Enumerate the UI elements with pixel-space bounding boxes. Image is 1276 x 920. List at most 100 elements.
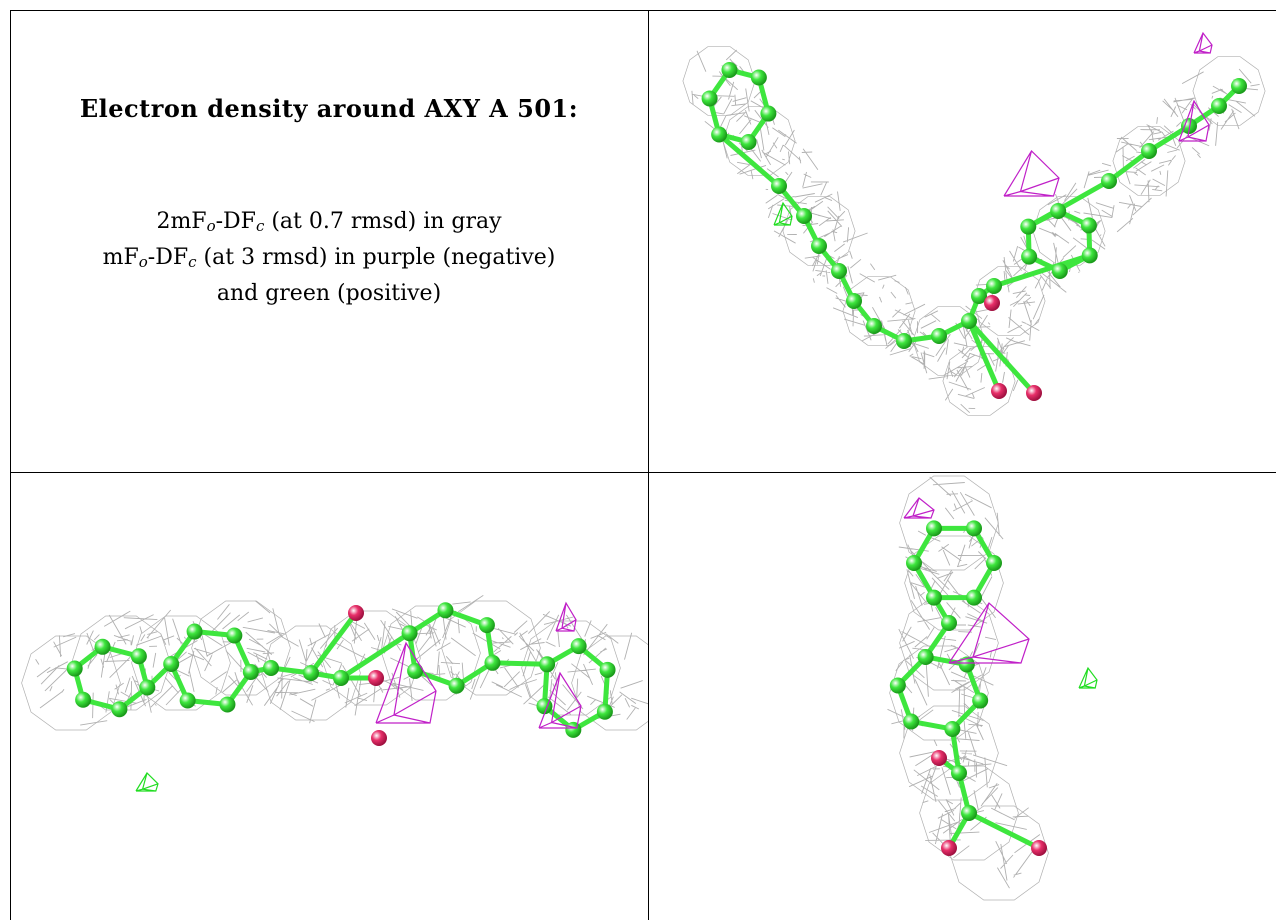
carbon-atom — [941, 615, 957, 631]
carbon-atom — [966, 589, 982, 606]
molecule-view-1 — [682, 31, 1266, 416]
oxygen-atom — [984, 295, 1000, 311]
carbon-atom — [111, 701, 128, 718]
carbon-atom — [484, 654, 501, 671]
carbon-atom — [811, 238, 827, 254]
bond — [966, 318, 1037, 396]
density-mesh-tr-contour — [682, 46, 1266, 416]
carbon-atom — [407, 662, 424, 679]
carbon-atom — [1020, 218, 1037, 235]
line1-rest: (at 0.7 rmsd) in gray — [264, 209, 502, 234]
positive-peak-bl-1 — [135, 772, 159, 792]
carbon-atom — [570, 638, 587, 655]
caption-text: 2mFo-DFc (at 0.7 rmsd) in gray mFo-DFc (… — [10, 206, 648, 310]
positive-peak-tr-1 — [773, 201, 793, 226]
negative-peak-bl-2-edges — [538, 671, 582, 729]
carbon-atom — [721, 61, 738, 78]
bond — [1025, 178, 1112, 230]
carbon-atom — [926, 589, 942, 606]
line2-sub2: c — [188, 253, 197, 271]
carbon-atom — [599, 661, 616, 678]
left-border — [10, 10, 11, 920]
center-divider — [648, 10, 649, 920]
carbon-atom — [130, 648, 147, 665]
density-mesh-tr-lines — [691, 49, 1260, 414]
line1-sub2: c — [255, 217, 265, 235]
carbon-atom — [1050, 203, 1067, 220]
negative-peak-br-2 — [903, 497, 935, 519]
carbon-atom — [139, 679, 156, 696]
carbon-atom — [944, 721, 961, 738]
carbon-atom — [711, 126, 728, 143]
carbon-atom — [263, 660, 279, 676]
carbon-atom — [242, 663, 259, 680]
bond — [966, 810, 1042, 851]
carbon-atom — [596, 703, 613, 720]
density-mesh-tr — [682, 46, 1266, 416]
top-border — [10, 10, 1276, 11]
bond — [991, 252, 1093, 289]
carbon-atom — [906, 555, 922, 571]
carbon-atom — [831, 263, 847, 279]
molecule-view-3 — [887, 475, 1098, 901]
bond — [308, 610, 359, 676]
carbon-atom — [1231, 78, 1247, 94]
negative-peak-bl-1-edges — [375, 641, 437, 724]
negative-peak-bl-2 — [538, 671, 582, 729]
negative-peak-bl-3-edges — [555, 601, 577, 632]
density-view-bottom-left — [11, 473, 648, 920]
bond — [716, 131, 782, 189]
carbon-atom — [866, 318, 882, 334]
carbon-atom — [926, 520, 942, 537]
carbon-atom — [448, 677, 465, 694]
carbon-atom — [1101, 173, 1117, 189]
carbon-atom — [1181, 118, 1197, 134]
carbon-atom — [186, 623, 203, 640]
carbon-atom — [539, 656, 556, 673]
caption-cell: Electron density around AXY A 501: 2mFo-… — [10, 10, 648, 472]
carbon-atom — [958, 656, 975, 673]
carbon-atom — [437, 602, 454, 619]
negative-peak-tr-2 — [1178, 99, 1210, 142]
carbon-atom — [1211, 98, 1227, 114]
carbon-atom — [1051, 262, 1068, 279]
carbon-atom — [701, 90, 718, 107]
negative-peak-tr-3 — [1193, 31, 1213, 54]
carbon-atom — [740, 134, 757, 151]
line2-rest: (at 3 rmsd) in purple (negative) — [196, 245, 556, 270]
oxygen-atom — [991, 383, 1007, 399]
line1-sub1: o — [206, 217, 216, 235]
negative-peak-tr-3-edges — [1193, 31, 1213, 54]
negative-peak-tr-2-edges — [1178, 99, 1210, 142]
negative-peak-tr-1-edges — [1003, 150, 1060, 197]
carbon-atom — [333, 670, 349, 686]
oxygen-atom — [941, 840, 957, 856]
density-view-top-right — [649, 11, 1276, 472]
oxygen-atom — [348, 605, 364, 621]
carbon-atom — [972, 692, 989, 709]
oxygen-atom — [1026, 385, 1042, 401]
carbon-atom — [66, 660, 83, 677]
negative-peak-br-2-edges — [903, 497, 935, 519]
line2-sub1: o — [138, 253, 148, 271]
positive-peak-tr-1-edges — [773, 201, 793, 226]
negative-peak-br-1-edges — [948, 602, 1030, 664]
negative-peak-bl-1 — [375, 641, 437, 724]
carbon-atom — [565, 721, 582, 738]
density-mesh-br-contour — [889, 475, 1049, 901]
figure-grid: Electron density around AXY A 501: 2mFo-… — [10, 10, 1276, 920]
line1-prefix: 2mF — [156, 209, 207, 234]
ligand-br — [889, 520, 1047, 856]
density-mesh-br — [887, 475, 1049, 901]
carbon-atom — [986, 278, 1002, 294]
bond — [1106, 148, 1152, 184]
carbon-atom — [303, 665, 319, 681]
bond — [338, 630, 413, 681]
carbon-atom — [401, 625, 418, 642]
line2-mid: -DF — [147, 245, 189, 270]
middle-divider — [10, 472, 1276, 473]
oxygen-atom — [1031, 840, 1047, 856]
caption-line-1: 2mFo-DFc (at 0.7 rmsd) in gray — [10, 206, 648, 242]
oxygen-atom — [371, 730, 387, 746]
carbon-atom — [226, 627, 243, 644]
